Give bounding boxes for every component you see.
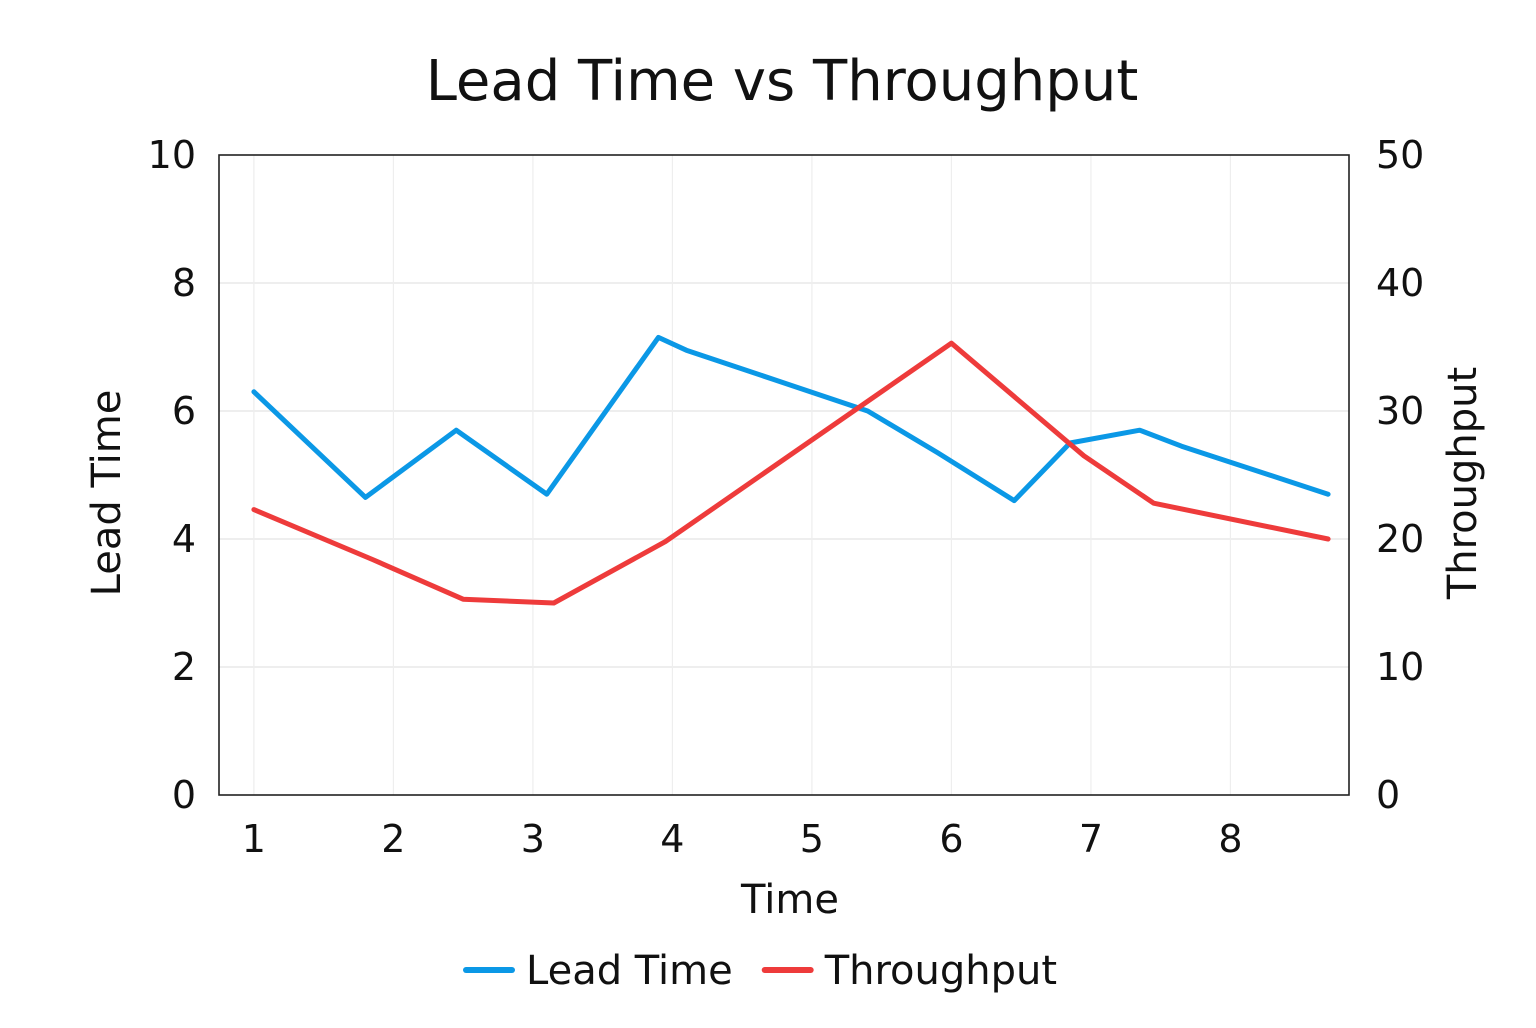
x-tick-label: 6 [939, 817, 963, 861]
right-y-tick-label: 50 [1376, 133, 1424, 177]
x-tick-label: 7 [1079, 817, 1103, 861]
right-y-tick-label: 20 [1376, 517, 1424, 561]
x-tick-label: 1 [242, 817, 266, 861]
legend: Lead Time Throughput [463, 948, 1057, 994]
x-tick-label: 5 [800, 817, 824, 861]
grid-lines [219, 155, 1349, 795]
left-y-tick-label: 0 [172, 773, 196, 817]
right-y-tick-label: 0 [1376, 773, 1400, 817]
plot-area-frame [218, 154, 1350, 796]
lead-time-series-line [251, 334, 1331, 504]
legend-label-throughput: Throughput [824, 948, 1057, 994]
throughput-series-line [251, 340, 1331, 606]
left-y-tick-label: 8 [172, 261, 196, 305]
right-y-tick-label: 40 [1376, 261, 1424, 305]
right-y-tick-label: 10 [1376, 645, 1424, 689]
right-y-axis-ticks: 0 10 20 30 40 50 [1376, 133, 1424, 817]
left-y-axis-label: Lead Time [84, 390, 130, 597]
series-layer [251, 334, 1331, 606]
left-y-tick-label: 10 [148, 133, 196, 177]
legend-label-lead-time: Lead Time [526, 948, 733, 994]
chart-title: Lead Time vs Throughput [426, 49, 1139, 114]
left-y-tick-label: 4 [172, 517, 196, 561]
x-tick-label: 3 [521, 817, 545, 861]
x-tick-label: 2 [381, 817, 405, 861]
left-y-tick-label: 6 [172, 389, 196, 433]
left-y-axis-ticks: 0 2 4 6 8 10 [148, 133, 196, 817]
right-y-tick-label: 30 [1376, 389, 1424, 433]
x-axis-label: Time [740, 877, 839, 923]
left-y-tick-label: 2 [172, 645, 196, 689]
x-tick-label: 8 [1218, 817, 1242, 861]
x-tick-label: 4 [660, 817, 684, 861]
right-y-axis-label: Throughput [1440, 367, 1486, 600]
x-axis-ticks: 1 2 3 4 5 6 7 8 [242, 817, 1243, 861]
